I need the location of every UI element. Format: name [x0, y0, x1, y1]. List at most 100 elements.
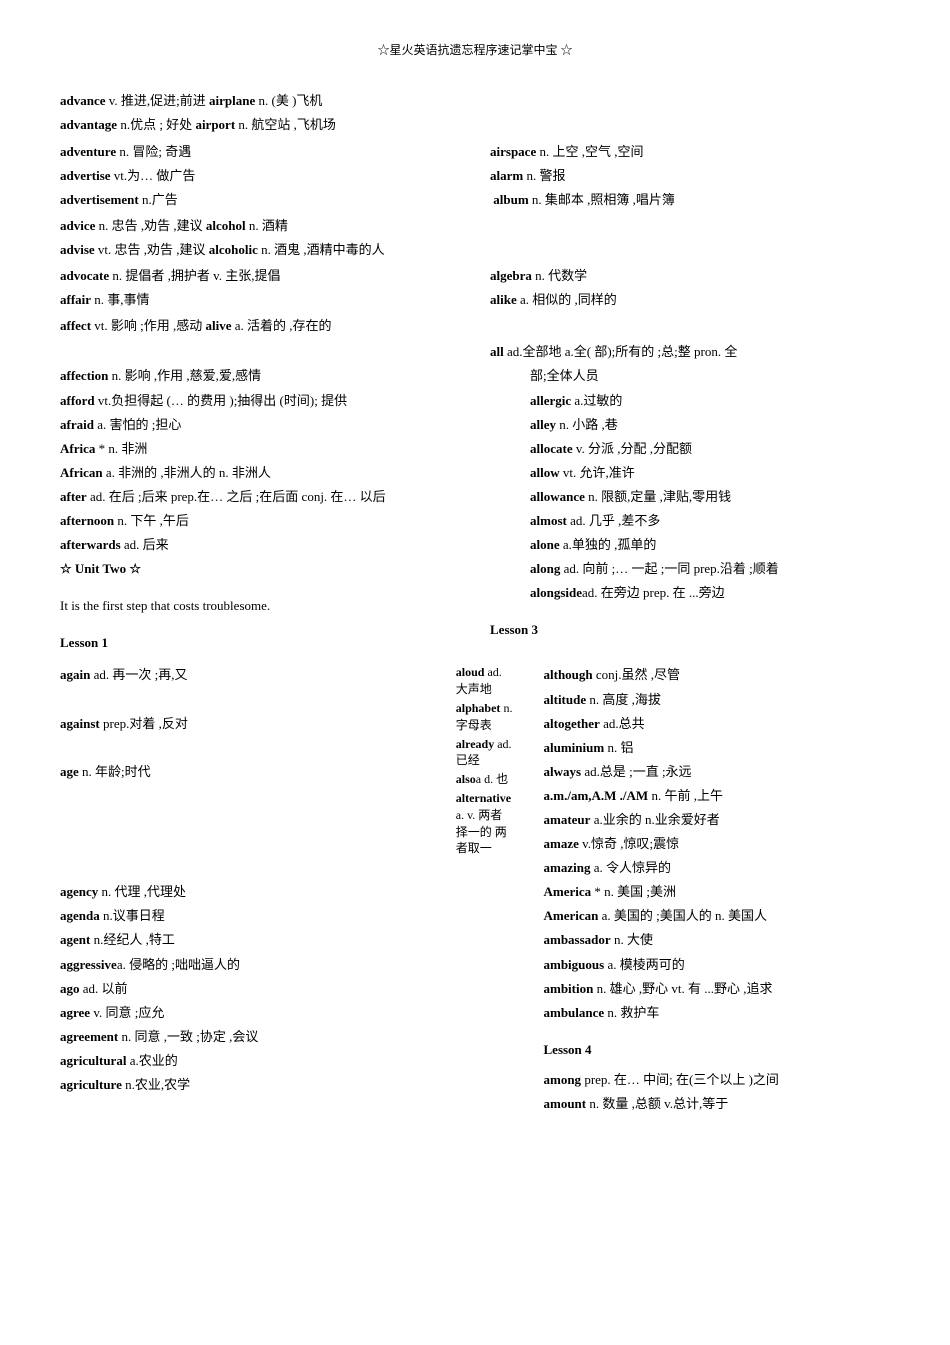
- def: v. 同意 ;应允: [90, 1005, 164, 1020]
- def: n. 航空站 ,飞机场: [235, 117, 336, 132]
- right-col: algebra n. 代数学 alike a. 相似的 ,同样的: [490, 263, 890, 313]
- def: conj.虽然 ,尽管: [593, 667, 680, 682]
- def: n. 下午 ,午后: [114, 513, 189, 528]
- word: alcohol: [206, 218, 246, 233]
- def: n.优点 ; 好处: [117, 117, 195, 132]
- left-col: adventure n. 冒险; 奇遇 advertise vt.为… 做广告 …: [60, 139, 460, 213]
- sentence: It is the first step that costs troubles…: [60, 595, 460, 617]
- def: n. 代数学: [532, 268, 587, 283]
- word: agency: [60, 884, 98, 899]
- word: agenda: [60, 908, 100, 923]
- word: advantage: [60, 117, 117, 132]
- def: v. 分派 ,分配 ,分配额: [573, 441, 692, 456]
- word: alive: [206, 318, 232, 333]
- word: already: [456, 737, 494, 751]
- word: age: [60, 764, 79, 779]
- def: vt.为… 做广告: [111, 168, 196, 183]
- def: ad. 几乎 ,差不多: [567, 513, 661, 528]
- def: vt. 允许,准许: [560, 465, 635, 480]
- lesson-3-title: Lesson 3: [490, 619, 890, 641]
- word: amazing: [544, 860, 591, 875]
- def: a.过敏的: [571, 393, 622, 408]
- def: a. 令人惊异的: [590, 860, 671, 875]
- word: allowance: [530, 489, 585, 504]
- word: ambition: [544, 981, 594, 996]
- def: n. 大使: [611, 932, 653, 947]
- word: afraid: [60, 417, 94, 432]
- word: along: [530, 561, 560, 576]
- word: again: [60, 667, 90, 682]
- def: n. 年龄;时代: [79, 764, 151, 779]
- word: aluminium: [544, 740, 605, 755]
- def: n. 铝: [604, 740, 633, 755]
- def: ad.全部地 a.全( 部);所有的 ;总;整 pron. 全: [504, 344, 738, 359]
- word: aggressive: [60, 957, 117, 972]
- def: prep. 在… 中间; 在(三个以上 )之间: [581, 1072, 779, 1087]
- left-col: advocate n. 提倡者 ,拥护者 v. 主张,提倡 affair n. …: [60, 263, 460, 313]
- def: n. 酒鬼 ,酒精中毒的人: [258, 242, 385, 257]
- def: ad. 在后 ;后来 prep.在… 之后 ;在后面 conj. 在… 以后: [87, 489, 386, 504]
- def: n. 忠告 ,劝告 ,建议: [95, 218, 206, 233]
- word: alike: [490, 292, 517, 307]
- right-col: although conj.虽然 ,尽管 altitude n. 高度 ,海拔 …: [544, 662, 891, 1117]
- word: allergic: [530, 393, 571, 408]
- def: n.经纪人 ,特工: [90, 932, 175, 947]
- word: agriculture: [60, 1077, 122, 1092]
- word: altitude: [544, 692, 587, 707]
- word: advertisement: [60, 192, 139, 207]
- word: against: [60, 716, 100, 731]
- word: affect: [60, 318, 91, 333]
- def: n. 代理 ,代理处: [98, 884, 186, 899]
- word: amateur: [544, 812, 591, 827]
- word: advance: [60, 93, 106, 108]
- word: adventure: [60, 144, 116, 159]
- def: n. 冒险; 奇遇: [116, 144, 191, 159]
- word: African: [60, 465, 103, 480]
- def: a. v. 两者择一的 两者取一: [456, 808, 507, 856]
- word: also: [456, 772, 476, 786]
- word: afford: [60, 393, 95, 408]
- right-col: airspace n. 上空 ,空气 ,空间 alarm n. 警报 album…: [490, 139, 890, 213]
- def: v. 推进,促进;前进: [106, 93, 210, 108]
- word: airspace: [490, 144, 536, 159]
- def: ad. 以前: [80, 981, 128, 996]
- word: algebra: [490, 268, 532, 283]
- entry-row: advantage n.优点 ; 好处 airport n. 航空站 ,飞机场: [60, 114, 890, 136]
- word: album: [493, 192, 528, 207]
- word: afterwards: [60, 537, 121, 552]
- def: n.农业,农学: [122, 1077, 190, 1092]
- word: Africa: [60, 441, 95, 456]
- word: after: [60, 489, 87, 504]
- unit-two: ☆ Unit Two ☆: [60, 558, 460, 580]
- word: alcoholic: [209, 242, 258, 257]
- def: a d. 也: [476, 772, 508, 786]
- def: a. 模棱两可的: [604, 957, 685, 972]
- def: n. 酒精: [246, 218, 288, 233]
- columns-3: affection n. 影响 ,作用 ,慈爱,爱,感情 afford vt.负…: [60, 339, 890, 662]
- mid-col: aloud ad. 大声地 alphabet n.字母表 already ad.…: [456, 662, 514, 1117]
- def: n.议事日程: [100, 908, 165, 923]
- def: prep.对着 ,反对: [100, 716, 188, 731]
- def: n. 警报: [523, 168, 565, 183]
- right-col: all ad.全部地 a.全( 部);所有的 ;总;整 pron. 全 部;全体…: [490, 339, 890, 662]
- word: advice: [60, 218, 95, 233]
- word: advocate: [60, 268, 109, 283]
- def: a.单独的 ,孤单的: [560, 537, 657, 552]
- def: ad. 后来: [121, 537, 169, 552]
- word: among: [544, 1072, 582, 1087]
- word: almost: [530, 513, 567, 528]
- word: alongside: [530, 585, 582, 600]
- def: * n. 美国 ;美洲: [591, 884, 676, 899]
- word: alternative: [456, 791, 511, 805]
- def: n. 救护车: [604, 1005, 659, 1020]
- def: a. 相似的 ,同样的: [517, 292, 617, 307]
- def: v.惊奇 ,惊叹;震惊: [579, 836, 679, 851]
- word: airplane: [209, 93, 255, 108]
- word: alone: [530, 537, 560, 552]
- top-entries: advance v. 推进,促进;前进 airplane n. (美 )飞机 a…: [60, 90, 890, 136]
- def: vt. 影响 ;作用 ,感动: [91, 318, 205, 333]
- def: a. 侵略的 ;咄咄逼人的: [117, 957, 240, 972]
- def: n. 午前 ,上午: [648, 788, 723, 803]
- page-header: ☆星火英语抗遗忘程序速记掌中宝 ☆: [60, 40, 890, 60]
- word: amaze: [544, 836, 579, 851]
